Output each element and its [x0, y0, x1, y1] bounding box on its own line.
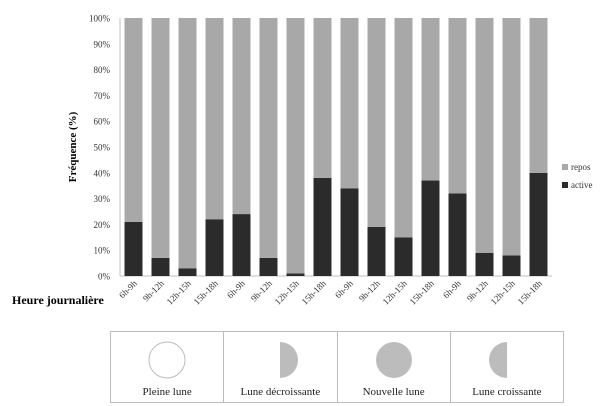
bar-active [259, 257, 278, 276]
x-tick-label: 12h-15h [489, 278, 518, 307]
x-tick-label: 12h-15h [165, 278, 194, 307]
legend-label-active: active [571, 180, 593, 190]
bar-repos [421, 18, 440, 181]
x-tick-label: 12h-15h [273, 278, 302, 307]
phase-label-new-moon: Nouvelle lune [362, 386, 425, 398]
bar-repos [205, 18, 224, 220]
phase-label-full-moon: Pleine lune [142, 386, 192, 398]
y-tick-label: 30% [94, 194, 111, 204]
bar-repos [313, 18, 332, 178]
full-moon-icon [148, 341, 186, 379]
waning-moon-icon [280, 342, 299, 378]
bar-active [502, 255, 521, 276]
moon-phase-table: Pleine lune Lune décroissante Nouvelle l… [110, 331, 564, 403]
x-tick-label: 6h-9h [225, 278, 247, 300]
bar-repos [151, 18, 170, 258]
x-axis-title: Heure journalière [12, 293, 105, 307]
y-tick-label: 10% [94, 246, 111, 256]
x-tick-label: 9h-12h [357, 278, 382, 303]
bar-active [421, 180, 440, 276]
bar-repos [259, 18, 278, 258]
y-tick-label: 90% [94, 39, 111, 49]
x-tick-label: 6h-9h [333, 278, 355, 300]
bar-repos [394, 18, 413, 238]
x-tick-label: 9h-12h [141, 278, 166, 303]
waxing-moon-icon [488, 342, 507, 378]
legend-swatch-repos [562, 164, 568, 170]
y-tick-label: 100% [89, 14, 111, 24]
bar-active [475, 252, 494, 276]
x-tick-label: 9h-12h [465, 278, 490, 303]
bar-active [232, 214, 251, 276]
bar-active [529, 172, 548, 276]
y-tick-label: 50% [94, 143, 111, 153]
bar-active [205, 219, 224, 276]
legend-swatch-active [562, 182, 568, 188]
x-tick-label: 12h-15h [381, 278, 410, 307]
y-axis-title: Fréquence (%) [67, 111, 79, 182]
x-tick-label: 15h-18h [192, 278, 221, 307]
x-tick-label: 9h-12h [249, 278, 274, 303]
bar-repos [367, 18, 386, 227]
bar-active [394, 237, 413, 276]
x-tick-label: 15h-18h [516, 278, 545, 307]
new-moon-icon [375, 342, 412, 378]
x-tick-label: 15h-18h [300, 278, 329, 307]
bar-active [286, 273, 305, 276]
bar-repos [448, 18, 467, 194]
bar-active [151, 257, 170, 276]
y-tick-label: 60% [94, 117, 111, 127]
bar-active [448, 193, 467, 276]
y-tick-label: 70% [94, 91, 111, 101]
x-tick-label: 6h-9h [441, 278, 463, 300]
bar-repos [502, 18, 521, 256]
bar-repos [340, 18, 359, 189]
y-tick-label: 20% [94, 220, 111, 230]
bar-repos [124, 18, 143, 222]
phase-label-waning-moon: Lune décroissante [240, 386, 321, 398]
bar-active [313, 177, 332, 276]
legend-label-repos: repos [571, 162, 591, 172]
bar-active [124, 221, 143, 276]
bar-active [367, 226, 386, 276]
bar-repos [232, 18, 251, 215]
x-tick-label: 6h-9h [117, 278, 139, 300]
bar-repos [286, 18, 305, 274]
bar-repos [178, 18, 197, 269]
bar-active [340, 188, 359, 276]
y-tick-label: 40% [94, 168, 111, 178]
phase-label-waxing-moon: Lune croissante [472, 386, 542, 398]
bar-repos [529, 18, 548, 173]
phase-cell-waning-moon: Lune décroissante [224, 332, 338, 402]
y-tick-label: 0% [98, 272, 111, 282]
bar-active [178, 268, 197, 276]
x-tick-label: 15h-18h [408, 278, 437, 307]
phase-cell-waxing-moon: Lune croissante [451, 332, 563, 402]
phase-cell-full-moon: Pleine lune [111, 332, 225, 402]
phase-cell-new-moon: Nouvelle lune [338, 332, 451, 402]
bar-repos [475, 18, 494, 253]
y-tick-label: 80% [94, 65, 111, 75]
